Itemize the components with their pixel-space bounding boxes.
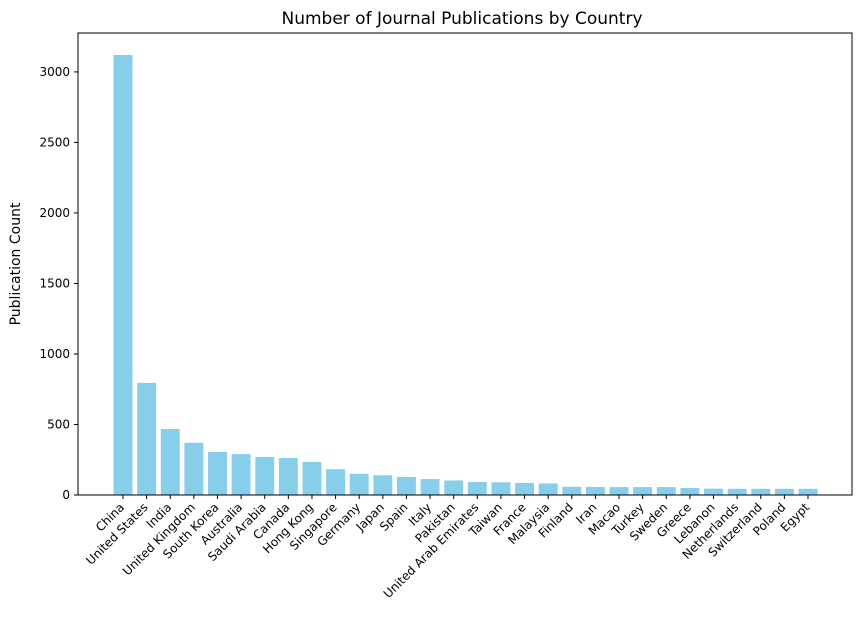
bar bbox=[420, 479, 440, 495]
y-axis-ticks: 0 500 1000 1500 2000 2500 3000 bbox=[39, 65, 78, 502]
bar bbox=[680, 487, 700, 495]
bar bbox=[656, 487, 676, 495]
bar bbox=[349, 473, 369, 495]
y-tick-label: 500 bbox=[47, 417, 70, 431]
bar bbox=[515, 483, 534, 495]
bar bbox=[491, 482, 511, 495]
y-tick-label: 1500 bbox=[39, 276, 70, 290]
bar bbox=[538, 483, 558, 495]
bar bbox=[113, 55, 133, 495]
bar bbox=[751, 488, 771, 495]
bar bbox=[160, 429, 180, 495]
bar bbox=[302, 461, 322, 495]
bar bbox=[278, 458, 298, 495]
y-axis-label: Publication Count bbox=[8, 202, 24, 325]
bar bbox=[774, 488, 794, 495]
bar bbox=[255, 456, 275, 495]
y-tick-label: 2000 bbox=[39, 206, 70, 220]
bar bbox=[444, 480, 464, 495]
bar bbox=[704, 488, 723, 495]
bar bbox=[326, 469, 346, 495]
bars-layer bbox=[113, 55, 818, 495]
bar bbox=[633, 487, 653, 495]
chart-title: Number of Journal Publications by Countr… bbox=[281, 9, 642, 29]
bar bbox=[798, 488, 818, 495]
bar bbox=[585, 486, 605, 495]
bar bbox=[231, 454, 251, 495]
y-tick-label: 0 bbox=[62, 488, 70, 502]
bar bbox=[727, 488, 747, 495]
bar bbox=[208, 451, 227, 495]
y-tick-label: 3000 bbox=[39, 65, 70, 79]
bar bbox=[609, 487, 629, 495]
bar bbox=[467, 482, 487, 495]
plot-frame bbox=[77, 32, 853, 496]
bar bbox=[137, 382, 157, 495]
bar bbox=[373, 475, 393, 495]
bar bbox=[562, 486, 582, 495]
y-tick-label: 2500 bbox=[39, 135, 70, 149]
bar bbox=[397, 476, 416, 495]
y-tick-label: 1000 bbox=[39, 347, 70, 361]
bar bbox=[184, 442, 204, 495]
